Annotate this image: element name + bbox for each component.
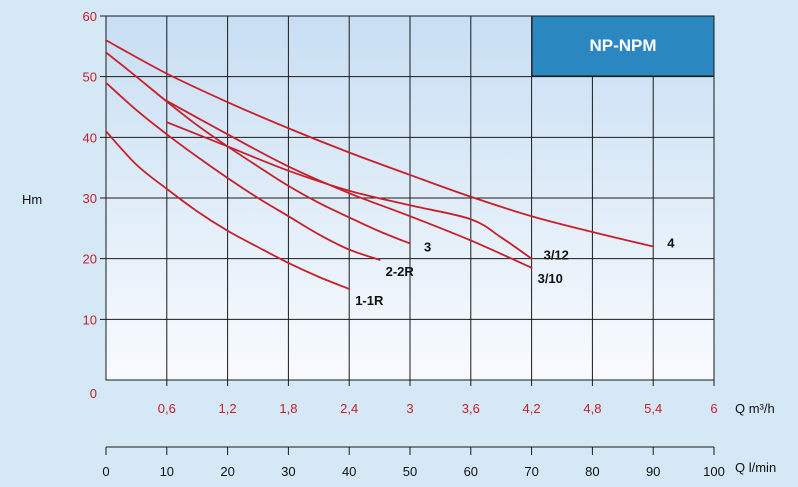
x-axis-unit: Q m³/h — [735, 401, 775, 416]
x2-tick-label: 100 — [703, 464, 725, 479]
x-tick-label: 3,6 — [462, 401, 480, 416]
x-tick-label: 3 — [406, 401, 413, 416]
curve-4 — [105, 39, 655, 248]
y-tick-label: 20 — [83, 252, 97, 267]
y-tick-label: 30 — [83, 191, 97, 206]
curve-3-12 — [165, 121, 533, 260]
x-tick-label: 0,6 — [158, 401, 176, 416]
x-tick-label: 5,4 — [644, 401, 662, 416]
x-tick-label: 1,8 — [279, 401, 297, 416]
x2-tick-label: 0 — [102, 464, 109, 479]
x-tick-label: 1,2 — [219, 401, 237, 416]
x2-tick-label: 90 — [646, 464, 660, 479]
secondary-x-axis: 0 10 20 30 40 50 60 70 80 90 100 — [102, 446, 725, 479]
y-tick-label: 10 — [83, 312, 97, 327]
y-axis-label: Hm — [22, 192, 42, 207]
x2-tick-label: 30 — [281, 464, 295, 479]
x-tick-label: 4,8 — [583, 401, 601, 416]
curve-label-3: 3 — [424, 240, 431, 255]
curves — [105, 39, 655, 290]
curve-label-4: 4 — [667, 236, 675, 251]
curve-label-1-1R: 1-1R — [355, 293, 384, 308]
x2-axis-unit: Q l/min — [735, 460, 776, 475]
chart-title: NP-NPM — [589, 36, 656, 55]
grid-lines — [100, 15, 715, 386]
x2-tick-label: 50 — [403, 464, 417, 479]
y-tick-label: 50 — [83, 70, 97, 85]
curve-3 — [105, 51, 411, 245]
x2-tick-label: 40 — [342, 464, 356, 479]
x2-tick-label: 70 — [524, 464, 538, 479]
x2-tick-label: 80 — [585, 464, 599, 479]
title-box: NP-NPM — [531, 15, 715, 77]
y-tick-label: 40 — [83, 130, 97, 145]
curve-label-3-12: 3/12 — [544, 248, 569, 263]
x-tick-label: 4,2 — [523, 401, 541, 416]
x2-tick-label: 60 — [464, 464, 478, 479]
y-tick-label: 60 — [83, 9, 97, 24]
curve-1-1R — [105, 130, 351, 290]
title-box-bg — [531, 15, 715, 77]
curve-label-2-2R: 2-2R — [386, 264, 415, 279]
y-tick-label: 0 — [90, 386, 97, 401]
curve-3-10 — [165, 100, 533, 269]
x2-tick-label: 20 — [220, 464, 234, 479]
y-axis-ticks: 0 10 20 30 40 50 60 — [83, 9, 97, 401]
x-tick-label: 6 — [710, 401, 717, 416]
curve-label-3-10: 3/10 — [538, 271, 563, 286]
curve-labels: 1-1R2-2R 3 3/10 3/12 4 — [355, 236, 675, 308]
x2-tick-label: 10 — [160, 464, 174, 479]
x-tick-label: 2,4 — [340, 401, 358, 416]
curve-2-2R — [105, 81, 381, 261]
x-axis-ticks: 0,6 1,2 1,8 2,4 3 3,6 4,2 4,8 5,4 6 — [158, 401, 718, 416]
